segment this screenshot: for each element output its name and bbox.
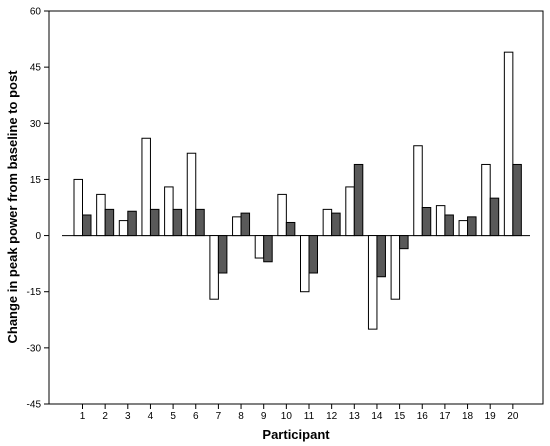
x-tick-label: 1 xyxy=(80,411,86,422)
bar-series-1 xyxy=(232,216,242,237)
bar-series-2 xyxy=(331,212,341,237)
bar-series-1 xyxy=(118,220,129,237)
x-tick-label: 4 xyxy=(148,411,154,422)
bar-series-2 xyxy=(172,208,183,237)
y-tick-label: 45 xyxy=(30,63,42,74)
x-tick-label: 16 xyxy=(417,411,429,422)
bar-series-2 xyxy=(149,208,160,237)
x-tick-label: 18 xyxy=(462,411,474,422)
bars-group xyxy=(73,51,522,330)
x-tick-label: 17 xyxy=(439,411,451,422)
x-tick-label: 13 xyxy=(349,411,361,422)
bar-series-2 xyxy=(240,212,251,237)
bar-series-2 xyxy=(104,208,115,237)
y-tick-label: 0 xyxy=(35,231,41,242)
bar-series-1 xyxy=(300,235,310,293)
bar-series-2 xyxy=(127,210,137,237)
bar-series-2 xyxy=(467,216,477,237)
x-tick-label: 10 xyxy=(281,411,293,422)
bar-series-1 xyxy=(458,220,469,237)
x-tick-label: 6 xyxy=(193,411,199,422)
y-tick-label: 60 xyxy=(30,7,42,18)
x-tick-label: 2 xyxy=(102,411,108,422)
bar-series-2 xyxy=(285,221,296,237)
x-tick-label: 12 xyxy=(326,411,338,422)
bar-series-2 xyxy=(353,163,364,237)
x-axis: 1 2 3 4 5 6 7 8 9 10 11 12 13 14 15 16 17 18 19 20 xyxy=(80,404,519,422)
y-tick-label: -45 xyxy=(27,400,42,411)
y-tick-label: 30 xyxy=(30,119,42,130)
bar-series-1 xyxy=(367,235,378,330)
x-tick-label: 5 xyxy=(170,411,176,422)
bar-series-2 xyxy=(421,207,432,237)
bar-series-2 xyxy=(444,214,454,237)
x-tick-label: 8 xyxy=(238,411,244,422)
y-tick-label: 15 xyxy=(30,175,42,186)
x-tick-label: 19 xyxy=(485,411,497,422)
bar-series-1 xyxy=(345,186,355,237)
x-tick-label: 14 xyxy=(371,411,383,422)
x-axis-title: Participant xyxy=(262,427,330,442)
bar-series-1 xyxy=(96,193,106,237)
bar-series-1 xyxy=(209,235,219,300)
y-tick-label: -15 xyxy=(27,287,42,298)
bar-series-2 xyxy=(399,235,409,250)
bar-series-2 xyxy=(217,235,228,274)
x-tick-label: 15 xyxy=(394,411,406,422)
bar-series-2 xyxy=(512,163,522,237)
bar-series-1 xyxy=(186,152,197,237)
x-tick-label: 7 xyxy=(216,411,222,422)
bar-series-1 xyxy=(73,178,83,237)
bar-series-2 xyxy=(195,208,205,237)
bar-series-1 xyxy=(141,137,151,237)
bar-series-1 xyxy=(164,186,174,237)
x-tick-label: 3 xyxy=(125,411,131,422)
bar-series-1 xyxy=(435,205,446,237)
bar-series-2 xyxy=(263,235,273,263)
bar-series-1 xyxy=(503,51,514,237)
bar-series-1 xyxy=(481,163,491,237)
bar-series-1 xyxy=(277,193,287,237)
x-tick-label: 11 xyxy=(304,411,315,422)
y-axis-title: Change in peak power from baseline to po… xyxy=(5,70,20,344)
plot-frame xyxy=(48,10,544,405)
bar-series-2 xyxy=(308,235,318,274)
y-axis: -45 -30 -15 0 15 30 45 60 xyxy=(27,7,49,411)
bar-series-1 xyxy=(254,235,265,259)
y-tick-label: -30 xyxy=(27,343,42,354)
bar-series-2 xyxy=(489,197,500,237)
bar-series-1 xyxy=(322,208,333,237)
bar-series-2 xyxy=(82,214,92,237)
bar-series-2 xyxy=(376,235,386,278)
x-tick-label: 20 xyxy=(507,411,519,422)
bar-series-1 xyxy=(390,235,401,300)
x-tick-label: 9 xyxy=(261,411,267,422)
bar-series-1 xyxy=(413,145,423,237)
